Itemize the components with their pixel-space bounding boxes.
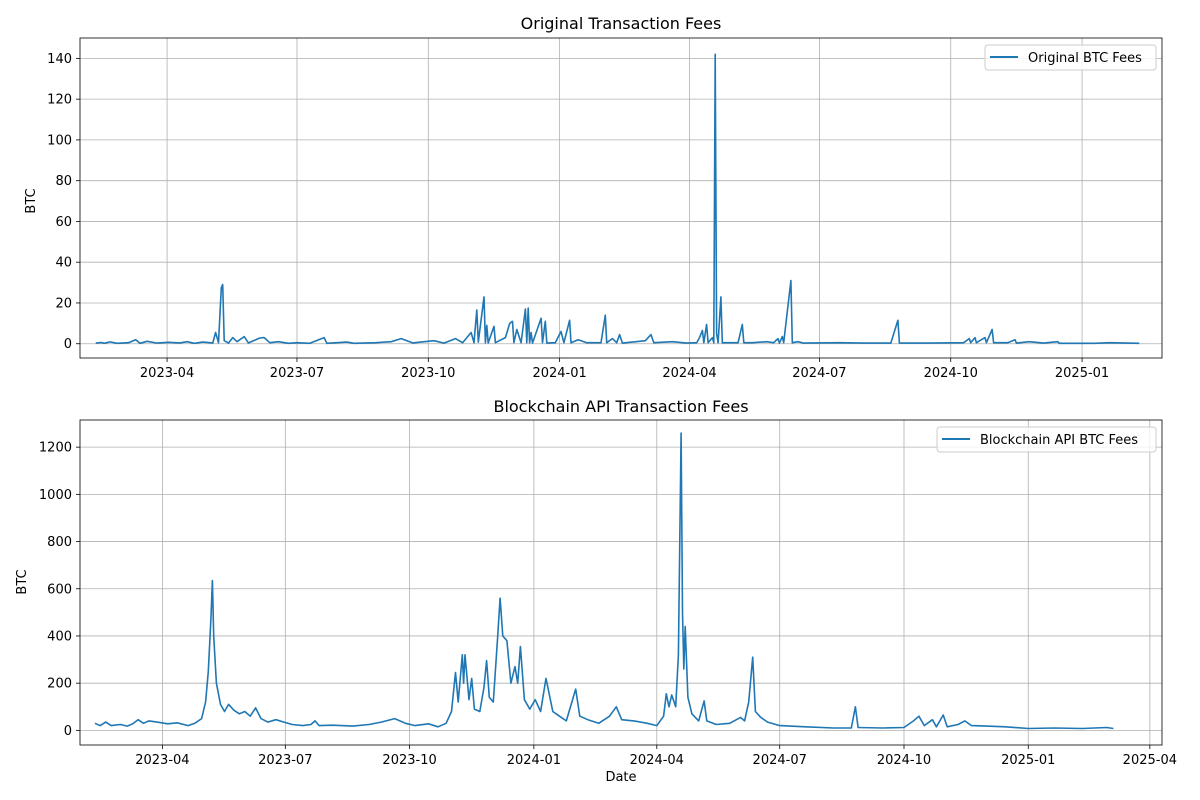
bottom-chart-y-tick-label: 1200 xyxy=(39,441,72,456)
top-chart-x-tick-label: 2023-04 xyxy=(140,366,194,381)
top-chart-x-tick-label: 2023-07 xyxy=(270,366,324,381)
top-chart-x-tick-label: 2024-07 xyxy=(792,366,846,381)
top-chart-axes-frame xyxy=(79,37,1163,359)
top-chart-x-tick-label: 2025-01 xyxy=(1055,366,1109,381)
bottom-chart-x-axis-label: Date xyxy=(605,770,636,785)
top-chart-y-tick-label: 100 xyxy=(47,133,72,148)
bottom-chart-x-tick-label: 2023-10 xyxy=(382,753,436,768)
top-chart-title: Original Transaction Fees xyxy=(521,14,722,33)
bottom-chart-legend: Blockchain API BTC Fees xyxy=(936,426,1157,453)
bottom-chart-legend-label: Blockchain API BTC Fees xyxy=(980,433,1138,448)
bottom-chart-x-tick-label: 2023-07 xyxy=(258,753,312,768)
bottom-chart-x-tick-label: 2024-10 xyxy=(877,753,931,768)
bottom-chart-x-tick-label: 2024-01 xyxy=(507,753,561,768)
bottom-chart-y-tick-label: 1000 xyxy=(39,488,72,503)
bottom-chart-axes-frame xyxy=(79,419,1163,746)
bottom-chart-y-tick-label: 200 xyxy=(47,677,72,692)
top-chart-y-tick-label: 0 xyxy=(64,337,72,352)
top-chart-series-line xyxy=(95,53,1140,345)
top-chart-x-tick-label: 2024-01 xyxy=(532,366,586,381)
top-chart-y-tick-label: 80 xyxy=(55,174,72,189)
bottom-chart-title: Blockchain API Transaction Fees xyxy=(493,397,748,416)
top-chart-legend-label: Original BTC Fees xyxy=(1028,51,1142,66)
top-chart-y-axis-label: BTC xyxy=(24,188,39,213)
top-chart-x-tick-label: 2023-10 xyxy=(401,366,455,381)
top-chart-panel: Original Transaction Fees BTC 2023-04 202… xyxy=(24,14,1163,381)
top-chart-y-tick-label: 140 xyxy=(47,52,72,67)
bottom-chart-y-tick-label: 0 xyxy=(64,724,72,739)
bottom-chart-y-axis-label: BTC xyxy=(15,569,30,594)
bottom-chart-x-tick-label: 2024-07 xyxy=(753,753,807,768)
top-chart-y-tick-label: 40 xyxy=(55,256,72,271)
bottom-chart-x-tick-label: 2025-01 xyxy=(1001,753,1055,768)
bottom-chart-panel: Blockchain API Transaction Fees BTC Date… xyxy=(15,397,1177,785)
top-chart-y-tick-label: 20 xyxy=(55,296,72,311)
bottom-chart-x-tick-label: 2024-04 xyxy=(630,753,684,768)
bottom-chart-y-tick-label: 400 xyxy=(47,629,72,644)
top-chart-legend-box xyxy=(984,44,1157,71)
top-chart-grid xyxy=(80,38,1162,358)
top-chart-x-tick-label: 2024-04 xyxy=(662,366,716,381)
top-chart-y-tick-label: 120 xyxy=(47,93,72,108)
top-chart-y-tick-label: 60 xyxy=(55,215,72,230)
bottom-chart-y-tick-label: 600 xyxy=(47,582,72,597)
top-chart-x-tick-label: 2024-10 xyxy=(924,366,978,381)
bottom-chart-legend-box xyxy=(936,426,1157,453)
top-chart-legend: Original BTC Fees xyxy=(984,44,1157,71)
bottom-chart-x-tick-label: 2025-04 xyxy=(1123,753,1177,768)
bottom-chart-y-tick-label: 800 xyxy=(47,535,72,550)
bottom-chart-series-line xyxy=(94,432,1114,730)
bottom-chart-x-tick-label: 2023-04 xyxy=(135,753,189,768)
